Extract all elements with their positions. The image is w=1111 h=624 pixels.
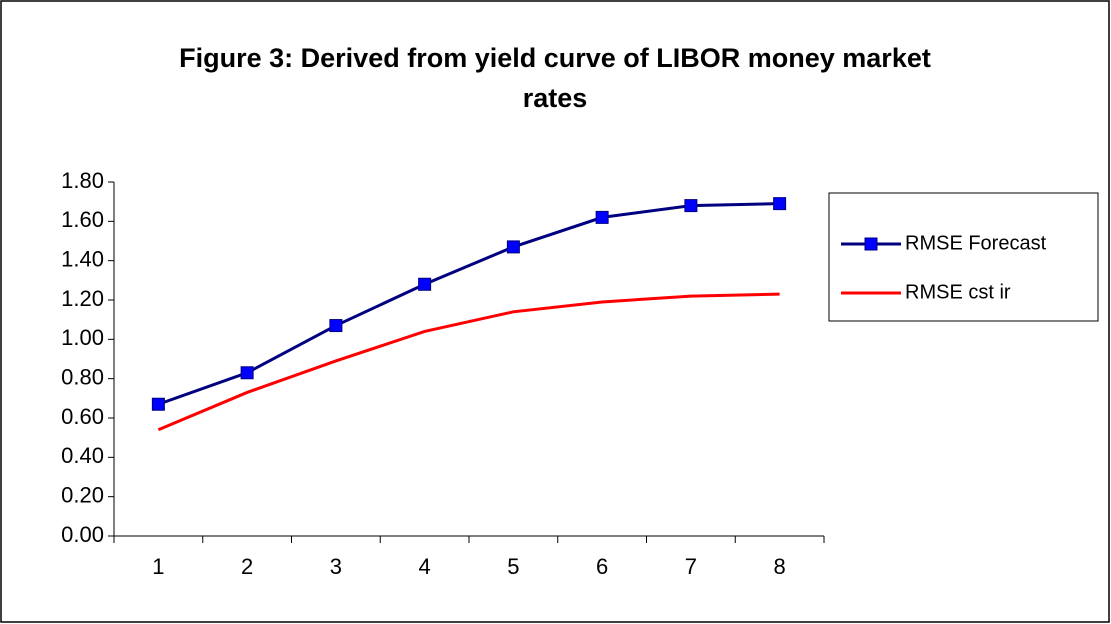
legend-box <box>828 192 1099 322</box>
y-tick-label: 1.20 <box>61 286 104 311</box>
y-tick-label: 0.80 <box>61 364 104 389</box>
point-marker <box>329 319 343 333</box>
x-tick-label: 3 <box>330 554 342 579</box>
point-marker <box>773 197 787 211</box>
y-tick-label: 1.60 <box>61 207 104 232</box>
series-line <box>157 292 780 432</box>
x-tick-label: 6 <box>596 554 608 579</box>
legend-marker <box>864 237 878 251</box>
x-tick-label: 5 <box>507 554 519 579</box>
y-tick-label: 0.60 <box>61 404 104 429</box>
y-tick-label: 1.40 <box>61 246 104 271</box>
point-marker <box>418 277 432 291</box>
y-tick-label: 1.80 <box>61 168 104 193</box>
y-tick-label: 0.20 <box>61 482 104 507</box>
point-marker <box>506 240 520 254</box>
x-tick-label: 1 <box>152 554 164 579</box>
x-tick-label: 8 <box>774 554 786 579</box>
point-marker <box>151 397 165 411</box>
y-tick-label: 0.00 <box>61 522 104 547</box>
x-tick-label: 2 <box>241 554 253 579</box>
series-line <box>157 202 780 406</box>
y-tick-label: 1.00 <box>61 325 104 350</box>
chart-title: Figure 3: Derived from yield curve of LI… <box>179 43 931 113</box>
point-marker <box>240 366 254 380</box>
x-tick-label: 7 <box>685 554 697 579</box>
y-tick-label: 0.40 <box>61 443 104 468</box>
point-marker <box>595 210 609 224</box>
point-marker <box>684 199 698 213</box>
legend-label: RMSE cst ir <box>905 281 1011 303</box>
x-tick-label: 4 <box>419 554 431 579</box>
legend-label: RMSE Forecast <box>905 232 1047 254</box>
